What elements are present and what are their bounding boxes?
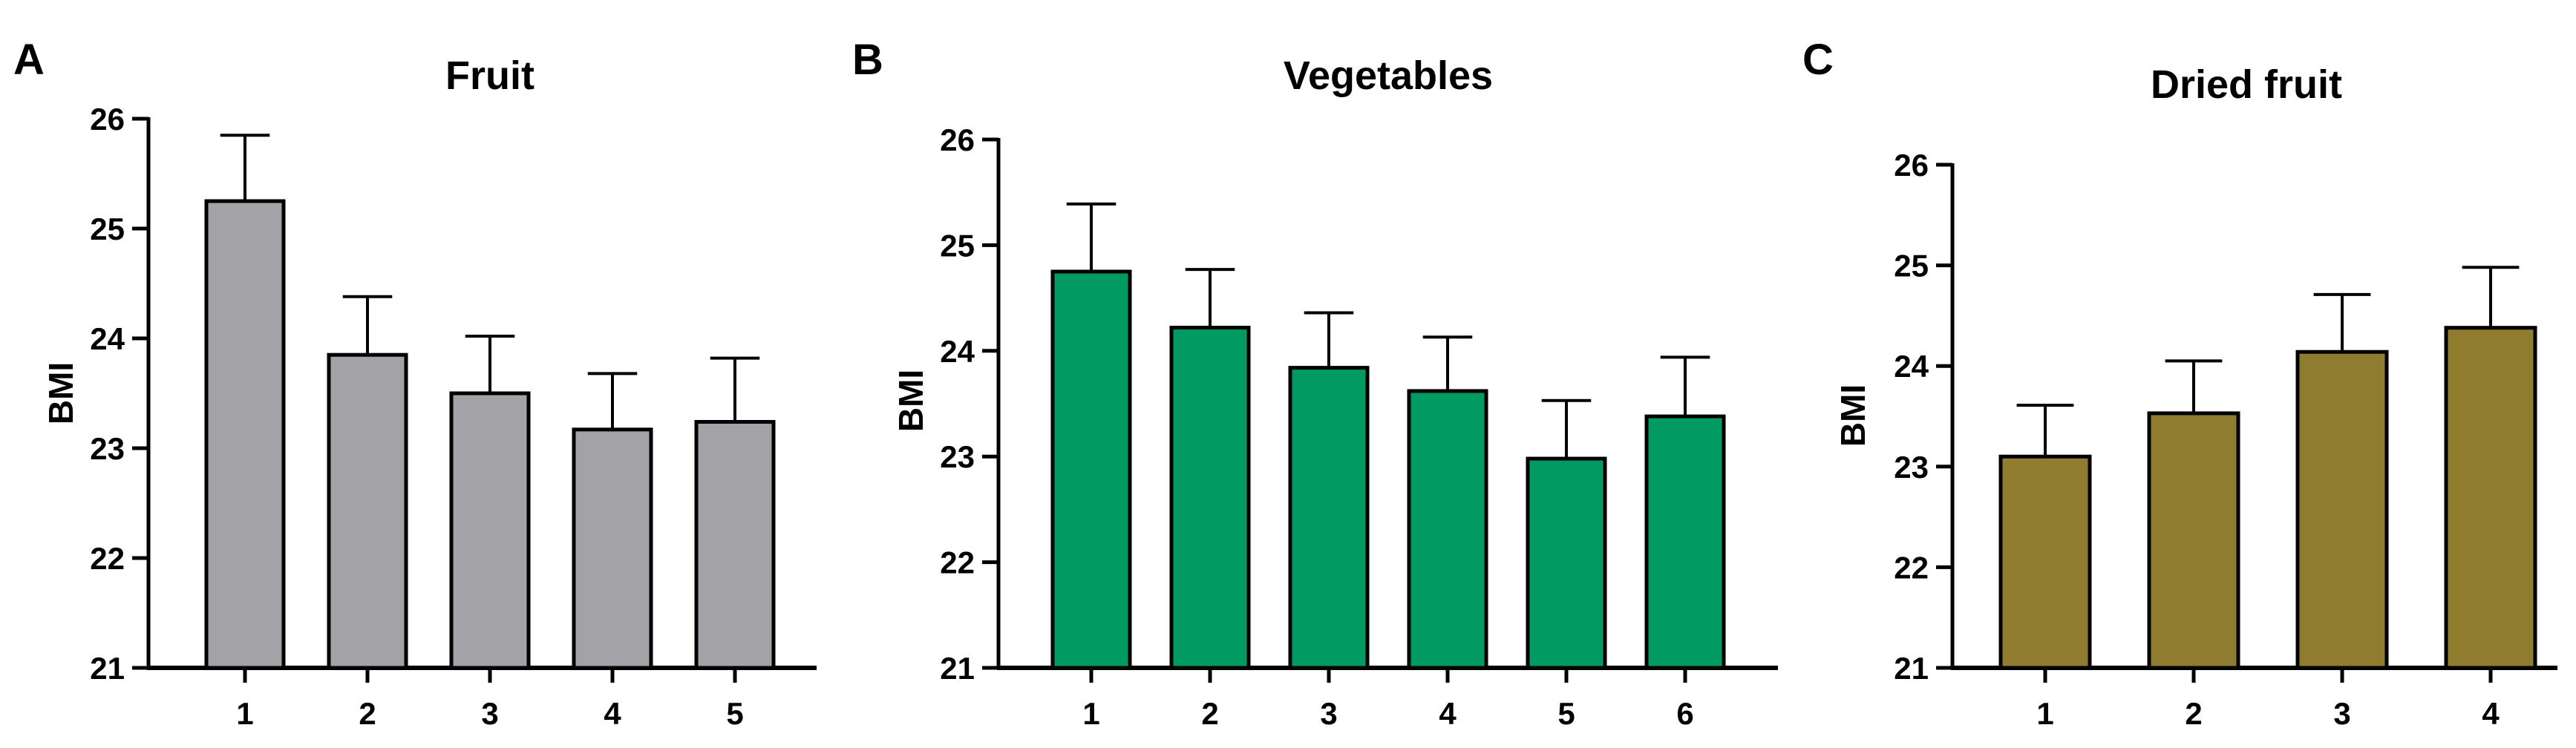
x-tick-label: 3 [481,696,498,731]
bar [694,419,776,670]
x-tick-label: 4 [2482,696,2500,731]
x-tick-label: 1 [1082,696,1099,731]
y-tick-label: 26 [1894,148,1929,183]
y-tick-label: 22 [90,541,125,576]
bar [204,199,286,670]
y-tick-label: 23 [90,431,125,466]
chart-title: Dried fruit [2151,62,2342,107]
bar [1169,325,1251,670]
panel-label: C [1802,36,1834,84]
bar [1407,389,1488,670]
y-tick-label: 22 [1894,550,1929,585]
x-tick-label: 1 [236,696,253,731]
y-tick-label: 24 [1894,349,1929,384]
x-tick-label: 3 [1320,696,1337,731]
y-tick-label: 24 [940,334,975,369]
bar [449,391,531,670]
y-axis-label: BMI [1834,384,1872,447]
x-tick-label: 6 [1676,696,1693,731]
x-tick-label: 2 [2185,696,2202,731]
bar [1644,414,1726,670]
panel-label: B [852,36,883,84]
x-tick-label: 3 [2333,696,2350,731]
y-axis-label: BMI [42,362,80,424]
y-tick-label: 25 [90,211,125,246]
y-tick-label: 26 [940,122,975,157]
chart-title: Vegetables [1284,53,1493,98]
bar [2295,350,2389,670]
y-tick-label: 21 [1894,651,1929,686]
bar [2147,411,2240,670]
x-tick-label: 2 [1201,696,1218,731]
chart-title: Fruit [445,53,535,98]
x-tick-label: 1 [2036,696,2053,731]
y-tick-label: 22 [940,545,975,580]
y-tick-label: 23 [1894,450,1929,485]
y-tick-label: 23 [940,439,975,474]
bar [2444,326,2537,670]
bar [572,427,653,670]
panel-label: A [13,36,45,84]
y-tick-label: 21 [940,651,975,686]
x-tick-label: 2 [359,696,376,731]
y-tick-label: 25 [1894,249,1929,283]
x-tick-label: 5 [1557,696,1575,731]
y-tick-label: 25 [940,228,975,263]
bar [1288,366,1370,670]
bar [327,352,408,670]
y-tick-label: 26 [90,102,125,137]
y-tick-label: 24 [90,321,125,356]
bar [1526,456,1607,670]
y-axis-label: BMI [892,370,930,432]
x-tick-label: 4 [1439,696,1457,731]
bar [1050,269,1132,670]
bar [1998,454,2092,670]
y-tick-label: 21 [90,651,125,686]
x-tick-label: 5 [726,696,743,731]
x-tick-label: 4 [604,696,621,731]
